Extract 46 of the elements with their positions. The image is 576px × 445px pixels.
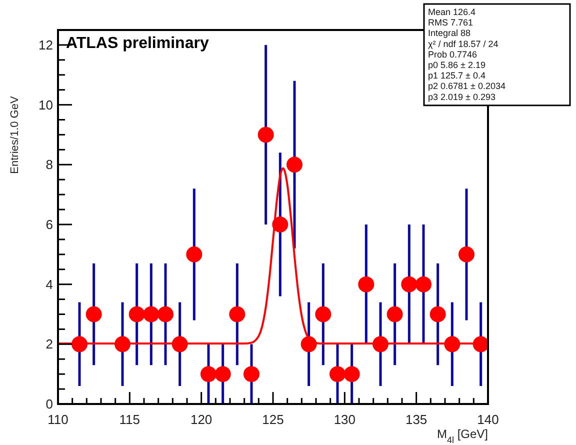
annotation: p2 0.6781 ± 0.2034 bbox=[428, 81, 506, 92]
annotation: p3 2.019 ± 0.293 bbox=[428, 92, 496, 102]
point bbox=[458, 246, 474, 262]
x-tick-label: 135 bbox=[405, 412, 428, 427]
text: Mean 126.4 bbox=[428, 7, 476, 17]
point bbox=[430, 306, 446, 322]
y-axis-title: Entries/1.0 GeV bbox=[9, 96, 21, 174]
point bbox=[214, 366, 231, 382]
annotation: Integral 88 bbox=[428, 28, 471, 38]
y-tick-label: 12 bbox=[38, 37, 53, 52]
text: RMS 7.761 bbox=[428, 18, 474, 28]
x-axis-title: M$_{4l}$ [GeV] bbox=[436, 427, 488, 445]
point bbox=[200, 366, 216, 382]
point bbox=[401, 276, 418, 292]
point bbox=[244, 366, 260, 382]
annotation: Prob 0.7746 bbox=[428, 49, 478, 60]
point bbox=[386, 306, 403, 322]
point bbox=[158, 306, 174, 322]
x-tick-label: 130 bbox=[334, 412, 356, 427]
x-tick-label: 125 bbox=[262, 412, 284, 427]
point bbox=[128, 306, 145, 322]
point bbox=[86, 306, 102, 322]
y-tick-label: 6 bbox=[46, 216, 53, 232]
y-tick-label: 4 bbox=[46, 276, 53, 292]
y-tick-label: 0 bbox=[46, 396, 53, 412]
point bbox=[143, 306, 160, 322]
x-tick-label: 115 bbox=[119, 412, 140, 427]
x-tick-label: 110 bbox=[48, 412, 68, 427]
annotation: p0 5.86 ± 2.19 bbox=[428, 60, 486, 70]
chart-title: ATLAS preliminary bbox=[66, 35, 209, 52]
point bbox=[315, 306, 332, 322]
point bbox=[330, 366, 346, 382]
y-tick-label: 2 bbox=[46, 336, 53, 352]
y-tick-label: 8 bbox=[46, 157, 53, 172]
y-tick-label: 10 bbox=[38, 97, 53, 112]
annotation: χ² / ndf 18.57 / 24 bbox=[428, 38, 498, 49]
x-tick-label: 140 bbox=[477, 412, 499, 427]
point bbox=[229, 306, 246, 322]
x-tick-label: 120 bbox=[190, 412, 212, 427]
annotation: p1 125.7 ± 0.4 bbox=[428, 70, 486, 81]
point bbox=[358, 276, 374, 292]
point bbox=[344, 366, 360, 382]
point bbox=[186, 246, 202, 262]
point bbox=[258, 126, 274, 143]
point bbox=[286, 156, 302, 173]
point bbox=[416, 276, 432, 292]
